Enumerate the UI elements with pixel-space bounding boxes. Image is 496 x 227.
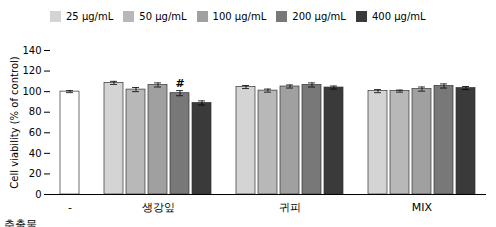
html-text:50 μg/mL: 50 μg/mL: [139, 11, 187, 22]
svg-text:100: 100: [22, 86, 41, 97]
svg-text:MIX: MIX: [412, 201, 433, 214]
svg-text:0: 0: [35, 189, 41, 200]
svg-text:Cell viability (% of control): Cell viability (% of control): [9, 56, 20, 188]
html-text:100 μg/mL: 100 μg/mL: [212, 11, 267, 22]
svg-text:-: -: [68, 201, 72, 214]
svg-text:80: 80: [29, 106, 42, 117]
svg-text:20: 20: [29, 168, 42, 179]
html-text:25 μg/mL: 25 μg/mL: [66, 11, 114, 22]
svg-text:생강잎: 생강잎: [142, 201, 175, 214]
svg-text:120: 120: [22, 65, 41, 76]
svg-text:#: #: [175, 77, 184, 90]
svg-text:60: 60: [29, 127, 42, 138]
html-text:400 μg/mL: 400 μg/mL: [371, 11, 426, 22]
svg-text:40: 40: [29, 148, 42, 159]
html-text:200 μg/mL: 200 μg/mL: [292, 11, 346, 22]
svg-text:추출물: 추출물: [4, 218, 37, 227]
svg-text:귀피: 귀피: [279, 201, 301, 214]
svg-text:140: 140: [22, 45, 41, 56]
